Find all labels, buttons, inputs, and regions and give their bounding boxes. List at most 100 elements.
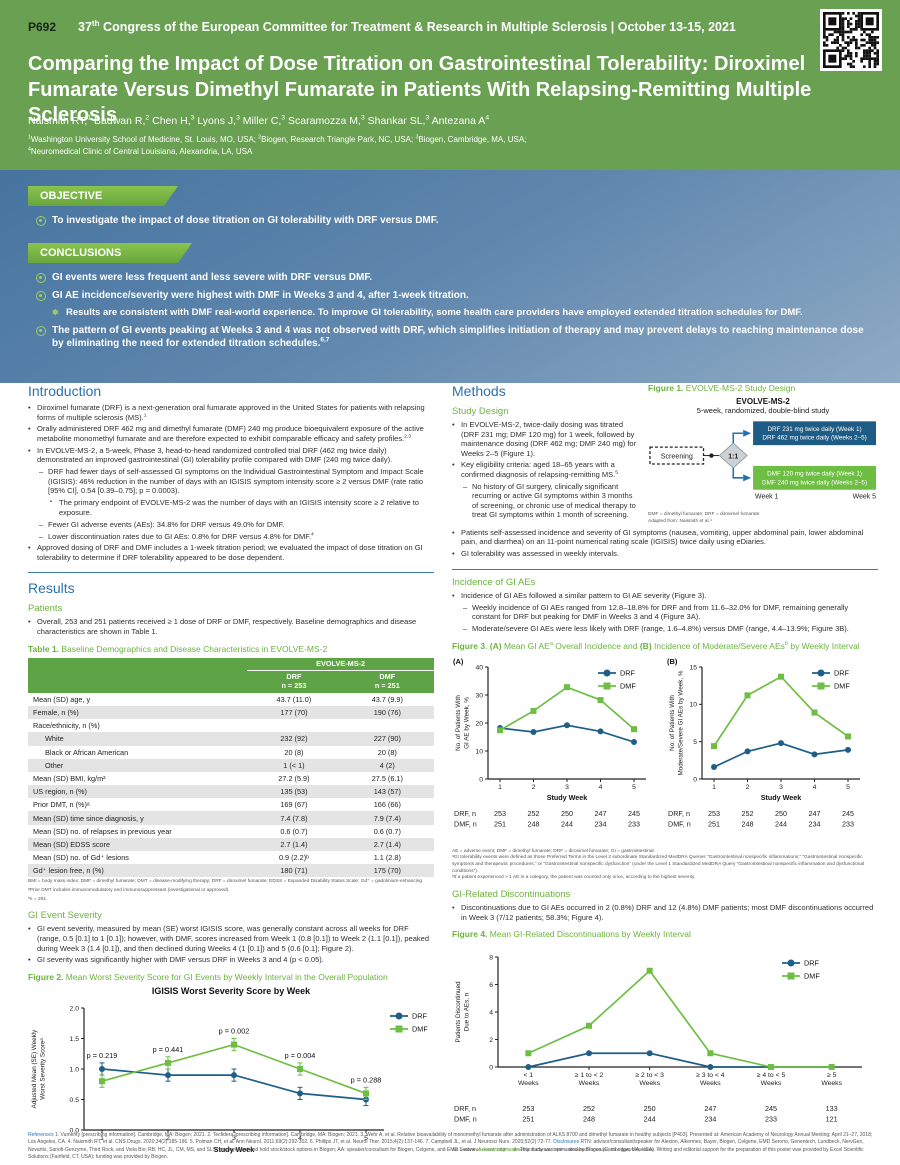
- n-row-label: DRF, n: [668, 809, 690, 818]
- panel-label: (B): [667, 657, 678, 666]
- row-value-drf: 232 (92): [280, 734, 308, 744]
- data-point: [711, 763, 717, 770]
- x-tick-label: 2: [746, 784, 750, 791]
- data-point: [231, 1072, 237, 1079]
- n-value: 248: [742, 819, 754, 828]
- data-point: [711, 742, 717, 749]
- table-row: Mean (SD) time since diagnosis, y 7.4 (7.…: [28, 811, 434, 825]
- p-value-label: p = 0.002: [219, 1026, 250, 1035]
- data-point: [497, 726, 503, 733]
- severity-subheading: GI Event Severity: [28, 910, 102, 922]
- y-axis-label: GI AE by Week, %: [464, 696, 471, 748]
- data-point: [586, 1022, 592, 1029]
- legend-marker-icon: [817, 669, 825, 677]
- n-value: 245: [765, 1104, 777, 1113]
- bullet-item: – Fewer GI adverse events (AEs): 34.8% fo…: [39, 520, 434, 530]
- svg-text:DMF 120 mg twice daily (Week 1: DMF 120 mg twice daily (Week 1): [767, 470, 862, 477]
- conclusions-header: CONCLUSIONS: [28, 243, 192, 263]
- table-row: White 232 (92) 227 (90): [28, 732, 434, 746]
- bullet-text: GI event severity, measured by mean (SE)…: [37, 924, 429, 953]
- legend-marker-icon: [395, 1025, 403, 1033]
- legend-marker-icon: [787, 972, 795, 980]
- legend-marker-icon: [395, 1012, 403, 1020]
- data-point: [744, 747, 751, 754]
- bullet-marker-icon: •: [28, 924, 31, 934]
- x-tick-label: 4: [813, 784, 817, 791]
- n-value: 233: [628, 819, 640, 828]
- y-axis-label: Due to AEs, n: [464, 992, 471, 1031]
- row-value-drf: 169 (67): [280, 800, 308, 810]
- data-point: [631, 725, 637, 732]
- left-column: Introduction • Diroximel fumarate (DRF) i…: [28, 383, 434, 1165]
- n-value: 250: [775, 809, 787, 818]
- data-point: [845, 746, 851, 753]
- y-axis-label: Patients Discontinued: [455, 981, 462, 1042]
- bullet-text: In EVOLVE-MS-2, twice-daily dosing was t…: [461, 420, 637, 458]
- data-point: [564, 721, 570, 728]
- y-tick-label: 10: [689, 701, 697, 708]
- n-value: 244: [775, 819, 787, 828]
- table-row: Mean (SD) BMI, kg/m² 27.2 (5.9) 27.5 (6.1): [28, 772, 434, 785]
- n-value: 245: [842, 809, 854, 818]
- legend-marker-icon: [603, 669, 611, 677]
- row-value-drf: 135 (53): [280, 787, 308, 797]
- table-row: Prior DMT, n (%)ᵃ 169 (67) 166 (66): [28, 798, 434, 811]
- row-label: US region, n (%): [33, 787, 87, 797]
- conclusions-list: GI events were less frequent and less se…: [36, 271, 872, 350]
- n-value: 121: [826, 1115, 838, 1124]
- bullet-text: GI severity was significantly higher wit…: [37, 955, 324, 965]
- data-point: [744, 691, 751, 698]
- data-point: [707, 1064, 714, 1071]
- authors: Naismith RT,1 Badwan R,2 Chen H,3 Lyons …: [28, 114, 490, 127]
- bullet-text: To investigate the impact of dose titrat…: [52, 215, 439, 226]
- bullet-item: • GI event severity, measured by mean (SE…: [28, 924, 434, 953]
- y-tick-label: 5: [693, 739, 697, 746]
- objective-header: OBJECTIVE: [28, 186, 178, 206]
- row-value-drf: 1 (< 1): [283, 760, 305, 770]
- data-point: [530, 707, 537, 714]
- data-point: [845, 733, 851, 740]
- bullet-text: Discontinuations due to GI AEs occurred …: [461, 903, 874, 922]
- bullet-marker-icon: •: [28, 955, 31, 965]
- introduction-heading: Introduction: [28, 383, 102, 399]
- connector-dot: [709, 453, 714, 458]
- row-value-dmf: 7.9 (7.4): [373, 813, 401, 823]
- n-value: 248: [528, 819, 540, 828]
- n-value: 234: [809, 819, 821, 828]
- n-row-label: DMF, n: [454, 1115, 477, 1124]
- legend-label: DMF: [620, 681, 636, 690]
- bullet-item: – No history of GI surgery, clinically si…: [463, 482, 638, 520]
- series-line-DRF: [528, 1052, 832, 1068]
- x-tick-label: 4: [599, 784, 603, 791]
- bullet-marker-icon: –: [463, 602, 468, 612]
- patients-list: • Overall, 253 and 251 patients received …: [28, 617, 434, 636]
- row-label: White: [45, 734, 64, 744]
- n-value: 244: [561, 819, 573, 828]
- bullet-text: Moderate/severe GI AEs were less likely …: [472, 624, 849, 634]
- data-point: [811, 709, 818, 716]
- bullet-text: Approved dosing of DRF and DMF includes …: [37, 543, 423, 562]
- discontinuations-subheading: GI-Related Discontinuations: [452, 889, 571, 901]
- table-row: Other 1 (< 1) 4 (2): [28, 758, 434, 772]
- y-tick-label: 4: [489, 1009, 493, 1016]
- bullet-text: GI tolerability was assessed in weekly i…: [461, 549, 619, 559]
- n-row-label: DRF, n: [454, 1104, 476, 1113]
- p-value-label: p = 0.219: [87, 1051, 118, 1060]
- row-value-drf: 7.4 (7.8): [280, 813, 308, 823]
- bullet-text: Patients self-assessed incidence and sev…: [461, 527, 864, 547]
- bullet-marker-icon: •: [28, 543, 31, 553]
- x-tick-label: 4: [298, 1135, 302, 1142]
- row-value-dmf: 4 (2): [379, 760, 395, 770]
- n-value: 133: [826, 1104, 838, 1113]
- y-axis-label: Adjusted Mean (SE) Weekly: [31, 1029, 38, 1108]
- bullet-item: • GI tolerability was assessed in weekly …: [452, 549, 878, 559]
- row-value-dmf: 0.6 (0.7): [373, 826, 401, 836]
- svg-text:DRF 231 mg twice daily (Week 1: DRF 231 mg twice daily (Week 1): [767, 426, 861, 433]
- x-tick-label: 3: [779, 784, 783, 791]
- y-tick-label: 30: [475, 692, 483, 699]
- bullet-marker-icon: •: [452, 549, 455, 559]
- bullet-marker-icon: •: [452, 460, 455, 470]
- x-tick-label: Weeks: [518, 1080, 539, 1087]
- p-value-label: p = 0.004: [285, 1051, 316, 1060]
